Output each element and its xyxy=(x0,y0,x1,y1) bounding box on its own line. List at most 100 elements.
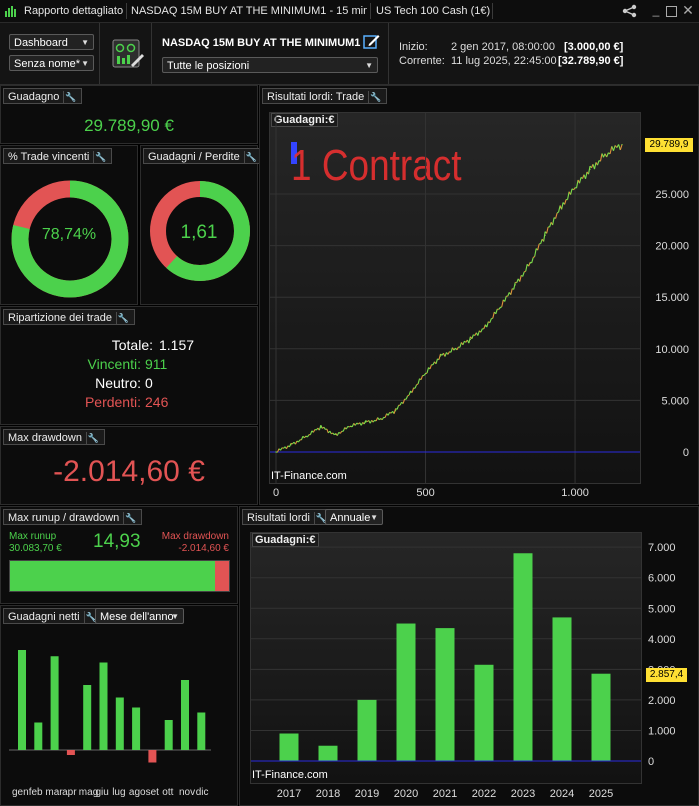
gross-yearly-tab-label: Risultati lordi xyxy=(247,512,310,524)
wrench-icon[interactable]: 🔧 xyxy=(85,432,100,445)
equity-segment xyxy=(510,288,513,295)
win-percent-tab-label: % Trade vincenti xyxy=(8,151,90,163)
equity-segment xyxy=(345,426,349,430)
equity-segment xyxy=(543,231,546,242)
runup-drawdown-tab[interactable]: Max runup / drawdown 🔧 xyxy=(3,509,143,525)
equity-segment xyxy=(306,434,310,438)
equity-segment xyxy=(561,202,564,210)
equity-segment xyxy=(323,426,326,430)
wrench-icon[interactable]: 🔧 xyxy=(63,91,77,104)
title-bar: Rapporto dettagliato NASDAQ 15M BUY AT T… xyxy=(0,0,699,23)
win-percent-panel: % Trade vincenti 🔧 78,74% xyxy=(0,145,138,305)
total-label: Totale: xyxy=(111,337,153,353)
equity-segment xyxy=(519,275,522,282)
equity-segment xyxy=(584,171,588,179)
equity-segment xyxy=(356,422,359,425)
equity-segment xyxy=(447,351,450,355)
max-drawdown-tab[interactable]: Max drawdown 🔧 xyxy=(3,429,105,445)
strategy-icon[interactable] xyxy=(112,37,146,71)
equity-segment xyxy=(426,367,430,374)
gain-tab[interactable]: Guadagno 🔧 xyxy=(3,88,83,104)
month-label: set xyxy=(146,787,160,798)
gross-yearly-tab[interactable]: Risultati lordi 🔧 xyxy=(242,509,332,525)
neutral-label: Neutro: xyxy=(95,375,141,391)
month-label: ago xyxy=(129,787,146,798)
wrench-icon[interactable]: 🔧 xyxy=(93,151,107,164)
equity-segment xyxy=(407,394,410,397)
month-period-select[interactable]: Mese dell'anno ▼ xyxy=(95,608,184,624)
month-label: lug xyxy=(112,787,125,798)
positions-select[interactable]: Tutte le posizioni ▼ xyxy=(162,57,378,73)
equity-segment xyxy=(414,384,418,389)
equity-segment xyxy=(290,442,293,445)
minimize-icon[interactable]: _ xyxy=(652,3,660,17)
x-tick-label: 2025 xyxy=(589,788,613,800)
wrench-icon[interactable]: 🔧 xyxy=(243,151,257,164)
report-header: Dashboard ▼ Senza nome* ▼ NASDAQ 15M BUY A… xyxy=(0,23,699,85)
equity-segment xyxy=(540,238,543,244)
wrench-icon[interactable]: 🔧 xyxy=(115,312,130,325)
equity-segment xyxy=(571,188,574,191)
equity-point xyxy=(544,234,546,236)
maximize-icon[interactable] xyxy=(666,6,677,17)
equity-segment xyxy=(534,248,537,257)
name-select[interactable]: Senza nome* ▼ xyxy=(9,55,94,71)
equity-segment xyxy=(411,387,415,393)
equity-point xyxy=(424,372,427,375)
month-bar xyxy=(115,697,124,750)
win-percent-tab[interactable]: % Trade vincenti 🔧 xyxy=(3,148,113,164)
tab-strategy[interactable]: NASDAQ 15M BUY AT THE MINIMUM1 - 15 minu… xyxy=(131,5,367,17)
gross-trade-tab[interactable]: Risultati lordi: Trade 🔧 xyxy=(262,88,388,104)
wrench-icon[interactable]: 🔧 xyxy=(313,512,328,525)
month-label: apr xyxy=(62,787,77,798)
equity-segment xyxy=(318,425,322,431)
edit-icon[interactable] xyxy=(363,33,380,50)
wrench-icon[interactable]: 🔧 xyxy=(368,91,382,104)
close-icon[interactable]: ✕ xyxy=(682,2,694,18)
equity-point xyxy=(454,348,457,350)
month-bar xyxy=(197,712,206,750)
tab-instrument[interactable]: US Tech 100 Cash (1€) xyxy=(376,5,491,17)
equity-segment xyxy=(587,165,591,175)
donut-win-arc xyxy=(11,180,129,298)
win-percent-value: 78,74% xyxy=(41,226,97,243)
equity-segment xyxy=(459,342,462,348)
wrench-icon[interactable]: 🔧 xyxy=(123,512,137,525)
equity-point xyxy=(589,168,591,170)
equity-segment xyxy=(576,179,579,189)
equity-segment xyxy=(456,346,459,351)
equity-point xyxy=(469,338,471,341)
equity-segment xyxy=(507,292,510,297)
chevron-down-icon: ▼ xyxy=(370,513,378,522)
equity-segment xyxy=(309,430,313,435)
window-title: Rapporto dettagliato xyxy=(24,5,124,17)
equity-segment xyxy=(555,212,558,219)
gross-trade-plot-area[interactable] xyxy=(269,112,641,484)
wrench-icon[interactable]: 🔧 xyxy=(83,611,97,624)
month-bar xyxy=(83,685,92,750)
positions-select-label: Tutte le posizioni xyxy=(167,60,250,72)
equity-segment xyxy=(480,328,483,333)
equity-segment xyxy=(462,340,465,346)
month-label: ott xyxy=(162,787,173,798)
gain-loss-tab[interactable]: Guadagni / Perdite 🔧 xyxy=(143,148,263,164)
drawdown-label: Max drawdown xyxy=(161,531,229,542)
share-icon[interactable] xyxy=(622,4,638,18)
month-label: dic xyxy=(196,787,209,798)
trade-breakdown-tab[interactable]: Ripartizione dei trade 🔧 xyxy=(3,309,135,325)
month-bar xyxy=(148,750,157,763)
x-tick-label: 2024 xyxy=(550,788,574,800)
y-tick-label: 2.000 xyxy=(648,695,676,707)
equity-segment xyxy=(567,191,570,200)
equity-segment xyxy=(297,439,301,443)
name-select-label: Senza nome* xyxy=(14,58,81,70)
loss-label: Perdenti: xyxy=(84,394,141,410)
view-select[interactable]: Dashboard ▼ xyxy=(9,34,94,50)
month-bar xyxy=(181,680,189,750)
year-bar xyxy=(513,553,533,761)
net-gains-tab[interactable]: Guadagni netti 🔧 xyxy=(3,608,102,624)
equity-segment xyxy=(326,428,329,434)
equity-segment xyxy=(314,428,317,431)
yearly-period-select[interactable]: Annuale ▼ xyxy=(325,509,383,525)
